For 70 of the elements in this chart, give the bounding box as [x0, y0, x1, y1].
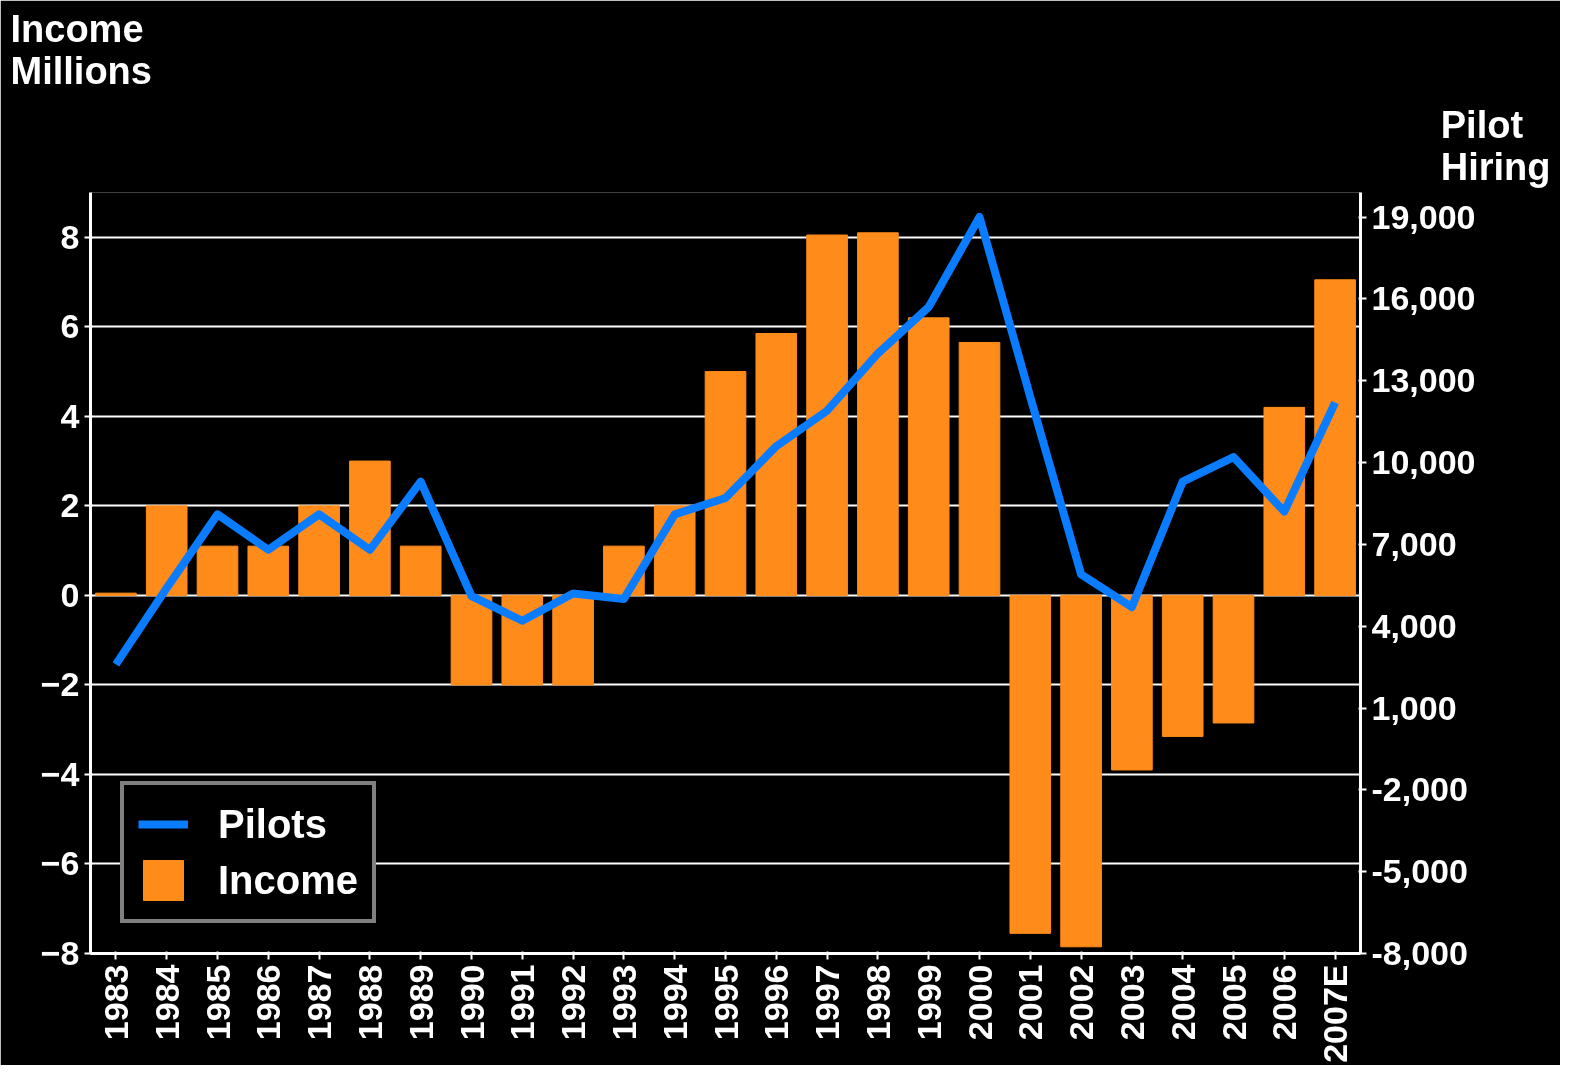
x-tick-label: 2005 [1214, 964, 1253, 1041]
bar [95, 592, 137, 596]
x-tick-label: 1995 [706, 964, 745, 1041]
bar [1060, 594, 1102, 948]
x-tick-label: 2000 [960, 964, 999, 1041]
y2-tick-label: -5,000 [1371, 852, 1468, 891]
bar [349, 460, 391, 596]
bar [450, 594, 493, 686]
y-tick-label: −4 [40, 754, 80, 793]
y2-tick-label: 4,000 [1371, 606, 1457, 645]
x-tick-label: 2007E [1316, 964, 1355, 1063]
bar [247, 545, 290, 596]
x-tick-label: 1999 [909, 964, 948, 1041]
x-tick-label: 2001 [1011, 964, 1050, 1041]
bar [1009, 594, 1052, 934]
x-tick-label: 1985 [198, 964, 237, 1041]
x-tick-label: 1989 [401, 964, 440, 1041]
x-tick-label: 1983 [96, 964, 135, 1041]
y-tick-label: −6 [40, 844, 80, 883]
x-tick-label: 1986 [249, 964, 288, 1041]
x-tick-label: 1988 [350, 964, 389, 1041]
y-tick-label: −8 [40, 934, 80, 972]
y2-tick-label: 19,000 [1371, 197, 1476, 236]
y-tick-label: 4 [60, 396, 80, 435]
x-tick-label: 1998 [858, 964, 897, 1041]
bar [1263, 406, 1306, 596]
legend-label: Pilots [218, 801, 327, 847]
bar [704, 371, 747, 596]
bar [755, 333, 798, 596]
x-tick-label: 1990 [452, 964, 491, 1041]
y2-tick-label: 7,000 [1371, 524, 1457, 563]
y-tick-label: 0 [60, 575, 80, 614]
bar [958, 341, 1001, 596]
y-axis-title: Income Millions [10, 7, 152, 92]
y2-tick-label: -8,000 [1371, 934, 1468, 972]
legend-label: Income [218, 857, 359, 903]
y2-axis-title: Pilot Hiring [1440, 103, 1551, 188]
bar [806, 234, 848, 596]
bar [1111, 594, 1153, 771]
x-tick-label: 1992 [554, 964, 593, 1041]
bar [399, 545, 442, 596]
y-tick-label: 6 [60, 307, 80, 346]
bar [857, 232, 899, 596]
x-tick-label: 1994 [655, 964, 694, 1041]
bar [907, 317, 950, 596]
bar [1314, 279, 1356, 596]
y2-tick-label: 1,000 [1371, 688, 1457, 727]
x-tick-label: 1984 [147, 964, 186, 1041]
y-tick-label: −2 [40, 665, 80, 704]
bar [552, 594, 594, 686]
x-tick-label: 1997 [808, 964, 847, 1041]
bar [196, 545, 239, 596]
y2-tick-label: -2,000 [1371, 770, 1468, 809]
x-tick-label: 2003 [1112, 964, 1151, 1041]
x-tick-label: 2006 [1265, 964, 1304, 1041]
bar [1212, 594, 1255, 724]
x-tick-label: 1987 [300, 964, 339, 1041]
x-tick-label: 2004 [1163, 964, 1202, 1041]
bar [501, 594, 544, 686]
bar [1161, 594, 1204, 737]
x-tick-label: 1993 [604, 964, 643, 1041]
x-tick-label: 2002 [1062, 964, 1101, 1041]
y2-tick-label: 16,000 [1371, 279, 1476, 318]
bar [145, 505, 188, 596]
y-tick-label: 2 [60, 486, 80, 525]
y-tick-label: 8 [60, 217, 80, 256]
x-tick-label: 1991 [503, 964, 542, 1041]
x-tick-label: 1996 [757, 964, 796, 1041]
y2-tick-label: 13,000 [1371, 361, 1476, 400]
y2-tick-label: 10,000 [1371, 443, 1476, 482]
